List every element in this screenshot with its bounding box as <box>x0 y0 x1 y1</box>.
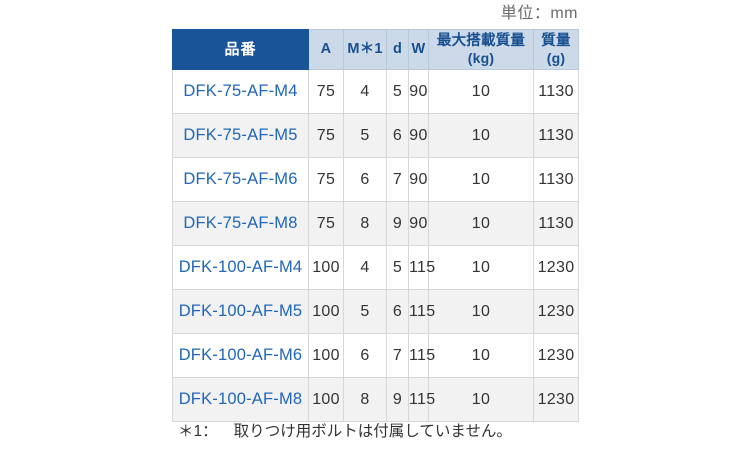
cell-max-load: 10 <box>428 377 534 422</box>
cell-d: 6 <box>386 289 409 334</box>
cell-mass: 1130 <box>533 113 579 158</box>
footnote: ＊1： 取りつけ用ボルトは付属していません。 <box>178 421 512 443</box>
cell-a: 75 <box>308 113 344 158</box>
cell-a: 100 <box>308 289 344 334</box>
cell-a: 100 <box>308 245 344 290</box>
table-header-row: 品番 A M＊1 d W 最大搭載質量 (kg) 質量 (g) <box>172 29 579 70</box>
column-header-max-load-main: 最大搭載質量 <box>436 33 526 50</box>
cell-a: 75 <box>308 201 344 246</box>
table-row: DFK-100-AF-M5 100 5 6 115 10 1230 <box>172 289 579 334</box>
cell-d: 5 <box>386 245 409 290</box>
table-row: DFK-75-AF-M5 75 5 6 90 10 1130 <box>172 113 579 158</box>
cell-a: 75 <box>308 69 344 114</box>
footnote-mark: ＊1： <box>178 423 218 440</box>
cell-mass: 1230 <box>533 289 579 334</box>
cell-part-no: DFK-100-AF-M4 <box>172 245 309 290</box>
column-header-mass: 質量 (g) <box>533 29 579 70</box>
cell-max-load: 10 <box>428 289 534 334</box>
cell-w: 115 <box>408 333 435 378</box>
table-row: DFK-75-AF-M8 75 8 9 90 10 1130 <box>172 201 579 246</box>
cell-m: 6 <box>343 333 387 378</box>
table-body: DFK-75-AF-M4 75 4 5 90 10 1130 DFK-75-AF-M5 75 5 6… <box>172 69 579 422</box>
cell-mass: 1230 <box>533 333 579 378</box>
column-header-d: d <box>386 29 409 70</box>
cell-m: 4 <box>343 69 387 114</box>
cell-m: 8 <box>343 201 387 246</box>
cell-a: 100 <box>308 333 344 378</box>
cell-a: 75 <box>308 157 344 202</box>
cell-part-no: DFK-100-AF-M6 <box>172 333 309 378</box>
cell-max-load: 10 <box>428 333 534 378</box>
cell-mass: 1130 <box>533 201 579 246</box>
cell-d: 5 <box>386 69 409 114</box>
cell-part-no: DFK-75-AF-M6 <box>172 157 309 202</box>
cell-max-load: 10 <box>428 69 534 114</box>
column-header-m: M＊1 <box>343 29 387 70</box>
cell-m: 6 <box>343 157 387 202</box>
cell-w: 90 <box>408 201 429 246</box>
unit-note: 単位：mm <box>500 5 578 22</box>
cell-max-load: 10 <box>428 157 534 202</box>
cell-d: 7 <box>386 157 409 202</box>
cell-w: 90 <box>408 157 429 202</box>
footnote-text: 取りつけ用ボルトは付属していません。 <box>233 423 512 440</box>
column-header-max-load: 最大搭載質量 (kg) <box>428 29 534 70</box>
cell-d: 9 <box>386 377 409 422</box>
table-header: 品番 A M＊1 d W 最大搭載質量 (kg) 質量 (g) <box>172 29 579 70</box>
cell-w: 115 <box>408 289 435 334</box>
cell-max-load: 10 <box>428 113 534 158</box>
cell-m: 5 <box>343 113 387 158</box>
cell-mass: 1230 <box>533 245 579 290</box>
cell-part-no: DFK-100-AF-M5 <box>172 289 309 334</box>
column-header-max-load-unit: (kg) <box>467 49 495 66</box>
cell-w: 90 <box>408 69 429 114</box>
cell-mass: 1230 <box>533 377 579 422</box>
cell-part-no: DFK-75-AF-M8 <box>172 201 309 246</box>
cell-w: 115 <box>408 245 435 290</box>
column-header-w: W <box>408 29 429 70</box>
column-header-a: A <box>308 29 344 70</box>
table-row: DFK-75-AF-M4 75 4 5 90 10 1130 <box>172 69 579 114</box>
table-row: DFK-100-AF-M6 100 6 7 115 10 1230 <box>172 333 579 378</box>
cell-m: 5 <box>343 289 387 334</box>
cell-d: 9 <box>386 201 409 246</box>
cell-w: 90 <box>408 113 429 158</box>
cell-part-no: DFK-75-AF-M4 <box>172 69 309 114</box>
specification-table: 品番 A M＊1 d W 最大搭載質量 (kg) 質量 (g) DFK-75-A… <box>172 29 579 422</box>
column-header-mass-unit: (g) <box>546 49 566 66</box>
cell-w: 115 <box>408 377 435 422</box>
cell-part-no: DFK-75-AF-M5 <box>172 113 309 158</box>
table-row: DFK-100-AF-M8 100 8 9 115 10 1230 <box>172 377 579 422</box>
cell-a: 100 <box>308 377 344 422</box>
cell-mass: 1130 <box>533 69 579 114</box>
cell-d: 6 <box>386 113 409 158</box>
column-header-mass-main: 質量 <box>541 33 571 50</box>
cell-d: 7 <box>386 333 409 378</box>
cell-m: 4 <box>343 245 387 290</box>
table-row: DFK-75-AF-M6 75 6 7 90 10 1130 <box>172 157 579 202</box>
cell-part-no: DFK-100-AF-M8 <box>172 377 309 422</box>
cell-max-load: 10 <box>428 245 534 290</box>
cell-mass: 1130 <box>533 157 579 202</box>
table-row: DFK-100-AF-M4 100 4 5 115 10 1230 <box>172 245 579 290</box>
column-header-part-no: 品番 <box>172 29 309 70</box>
cell-max-load: 10 <box>428 201 534 246</box>
cell-m: 8 <box>343 377 387 422</box>
